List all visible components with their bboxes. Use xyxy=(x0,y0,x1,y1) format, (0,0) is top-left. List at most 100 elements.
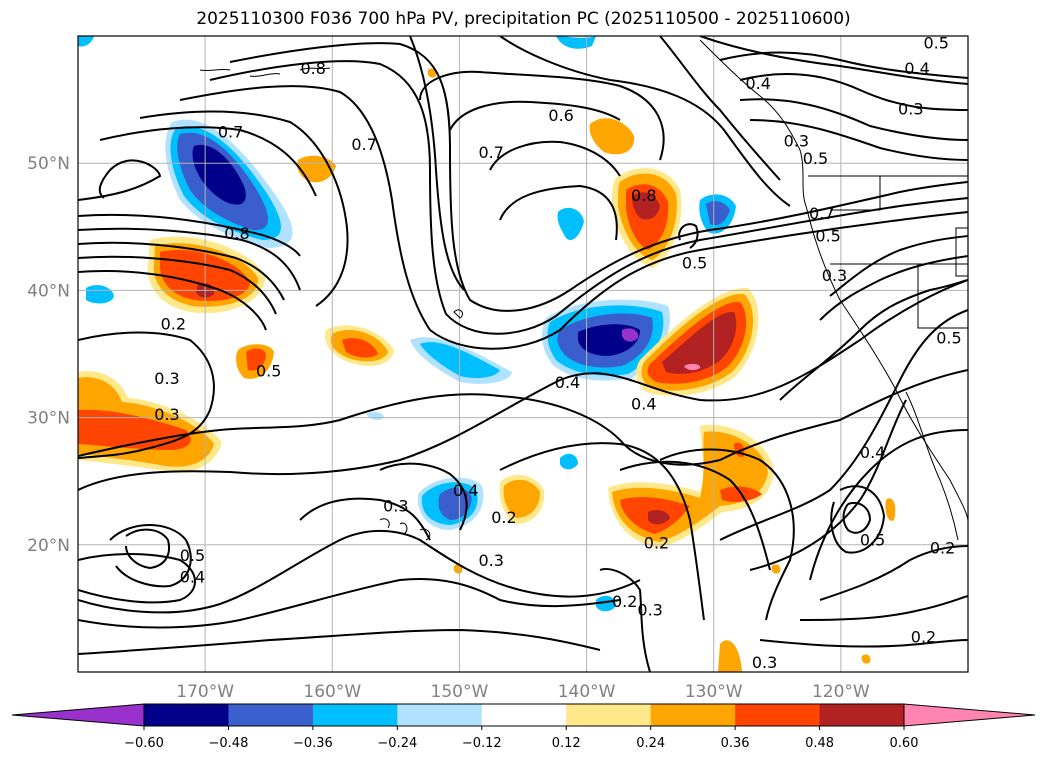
colorbar-segment xyxy=(312,704,398,726)
contour-label: 0.2 xyxy=(644,533,669,552)
island xyxy=(453,309,463,319)
negative-anomaly-small-west xyxy=(86,285,114,304)
hawaiian-islands xyxy=(379,518,431,541)
pv-contour xyxy=(419,70,665,161)
positive-anomaly-158w xyxy=(324,325,394,366)
contour-label: 0.7 xyxy=(351,135,376,154)
pv-contour xyxy=(78,159,162,201)
contour-label: 0.8 xyxy=(631,186,656,205)
contour-label: 0.3 xyxy=(898,100,923,119)
pv-contour xyxy=(209,60,968,335)
latitude-label: 20°N xyxy=(27,536,70,556)
longitude-label: 140°W xyxy=(558,682,616,702)
contour-label: 0.5 xyxy=(256,362,281,381)
pv-contour xyxy=(599,568,651,672)
latitude-label: 40°N xyxy=(27,281,70,301)
colorbar-tick-label: −0.60 xyxy=(124,736,164,751)
contour-label: 0.5 xyxy=(860,531,885,550)
colorbar-tick-label: −0.48 xyxy=(209,736,249,751)
pv-contour xyxy=(749,119,968,161)
colorbar-segment xyxy=(397,704,483,726)
pv-contour xyxy=(409,36,465,291)
contour-label: 0.2 xyxy=(612,592,637,611)
contour-label: 0.5 xyxy=(682,253,707,272)
positive-anomaly-137w-52n xyxy=(589,118,635,155)
pv-contours xyxy=(78,36,968,672)
coastlines xyxy=(199,39,968,541)
contour-label: 0.8 xyxy=(300,59,325,78)
contour-label: 0.7 xyxy=(218,122,243,141)
pv-contour xyxy=(499,184,618,241)
pv-contour xyxy=(78,255,277,315)
pv-contour xyxy=(842,502,872,534)
colorbar-tick-label: 0.24 xyxy=(636,736,665,751)
longitude-label: 130°W xyxy=(685,682,743,702)
contour-label: 0.3 xyxy=(154,405,179,424)
pv-contour xyxy=(809,429,968,581)
contour-label: 0.2 xyxy=(930,538,955,557)
positive-anomaly-145w-23n xyxy=(499,475,545,524)
latitude-label: 30°N xyxy=(27,409,70,429)
longitude-label: 150°W xyxy=(431,682,489,702)
pv-contour xyxy=(179,85,968,350)
state-borders xyxy=(830,227,968,329)
negative-anomaly-142w-44n xyxy=(557,207,584,241)
pv-contour xyxy=(78,241,285,301)
pv-contour xyxy=(739,98,968,141)
pv-contour xyxy=(379,462,468,531)
pv-contour xyxy=(659,36,781,181)
contour-label: 0.6 xyxy=(548,106,573,125)
colorbar xyxy=(11,703,1036,727)
pv-contour xyxy=(78,213,301,257)
contour-label: 0.3 xyxy=(154,369,179,388)
contour-label: 0.2 xyxy=(491,508,516,527)
positive-anomaly-west-30n xyxy=(78,371,222,472)
contour-label: 0.4 xyxy=(453,481,478,500)
north-america-coast xyxy=(699,39,968,521)
colorbar-segment xyxy=(144,704,229,726)
negative-anomaly-small-24n xyxy=(560,453,578,470)
pv-contour xyxy=(78,331,215,459)
state-border xyxy=(830,176,881,211)
positive-anomaly-135w-47n xyxy=(612,168,682,268)
positive-anomaly-south xyxy=(718,640,742,672)
negative-anomaly-small-16n xyxy=(596,595,616,612)
pv-contour xyxy=(299,497,431,541)
contour-label: 0.7 xyxy=(478,143,503,162)
negative-anomaly-140w xyxy=(542,299,671,381)
latitude-labels: 50°N 40°N 30°N 20°N xyxy=(27,154,70,556)
longitude-label: 160°W xyxy=(303,682,361,702)
colorbar-extend-high xyxy=(903,703,1036,727)
contour-label: 0.4 xyxy=(631,395,656,414)
negative-anomaly-north-pacific xyxy=(165,119,293,248)
graticule xyxy=(78,36,968,672)
contour-label: 0.3 xyxy=(478,551,503,570)
contour-label: 0.4 xyxy=(745,74,770,93)
colorbar-tick-label: 0.36 xyxy=(721,736,750,751)
pv-contour xyxy=(78,227,301,291)
contour-label: 0.5 xyxy=(180,546,205,565)
pv-contour xyxy=(449,100,621,131)
pv-contour xyxy=(779,279,968,401)
pv-contour xyxy=(99,126,317,197)
pv-contour xyxy=(109,524,192,588)
longitude-label: 120°W xyxy=(812,682,870,702)
colorbar-segment xyxy=(228,704,314,726)
contour-label: 0.3 xyxy=(637,601,662,620)
contour-label: 0.8 xyxy=(224,224,249,243)
colorbar-tick-label: 0.48 xyxy=(805,736,834,751)
pv-contour xyxy=(799,595,968,621)
baja-california-coast xyxy=(905,391,959,541)
colorbar-tick-label: −0.36 xyxy=(293,736,333,751)
pv-contour xyxy=(719,51,968,79)
colorbar-tick-label: −0.24 xyxy=(377,736,417,751)
pv-contour xyxy=(78,269,267,331)
pv-contour xyxy=(139,110,349,307)
map-area xyxy=(78,36,968,672)
colorbar-ticks: −0.60 −0.48 −0.36 −0.24 −0.12 0.12 0.24 0.36 0.4… xyxy=(124,726,918,751)
contour-label: 0.5 xyxy=(923,33,948,52)
contour-label: 0.4 xyxy=(180,568,205,587)
positive-anomaly-133w xyxy=(636,287,759,396)
pv-contour xyxy=(619,460,771,571)
